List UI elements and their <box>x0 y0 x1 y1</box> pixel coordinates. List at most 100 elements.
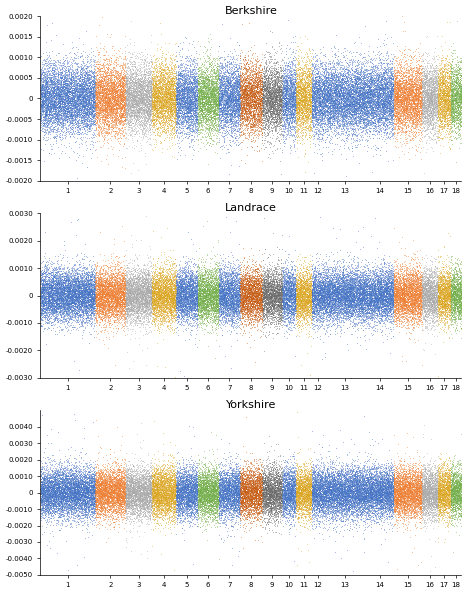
Point <box>331 266 338 275</box>
Point <box>99 97 107 106</box>
Point <box>189 94 197 104</box>
Point <box>285 473 293 483</box>
Title: Yorkshire: Yorkshire <box>226 400 276 410</box>
Point <box>129 277 136 287</box>
Point <box>316 492 324 501</box>
Point <box>59 282 67 292</box>
Point <box>63 93 70 103</box>
Point <box>122 494 129 503</box>
Point <box>246 495 253 504</box>
Point <box>221 475 229 485</box>
Point <box>141 301 148 310</box>
Point <box>444 79 451 89</box>
Point <box>392 275 399 285</box>
Point <box>297 264 304 274</box>
Point <box>42 91 50 101</box>
Point <box>199 76 207 86</box>
Point <box>227 86 234 95</box>
Point <box>39 482 47 491</box>
Point <box>266 283 274 293</box>
Point <box>430 297 438 307</box>
Point <box>211 482 218 492</box>
Point <box>162 108 169 117</box>
Point <box>64 116 71 126</box>
Point <box>101 292 108 301</box>
Point <box>354 489 362 498</box>
Point <box>73 124 81 134</box>
Point <box>239 101 247 110</box>
Point <box>420 89 427 98</box>
Point <box>415 282 423 291</box>
Point <box>396 483 403 492</box>
Point <box>239 266 247 276</box>
Point <box>243 97 251 106</box>
Point <box>97 298 105 308</box>
Point <box>360 109 368 119</box>
Point <box>214 317 221 327</box>
Point <box>347 128 355 138</box>
Point <box>207 500 214 510</box>
Point <box>194 279 202 288</box>
Point <box>170 293 178 302</box>
Point <box>348 493 355 503</box>
Point <box>293 284 300 293</box>
Point <box>171 474 179 484</box>
Point <box>353 65 361 75</box>
Point <box>321 484 328 493</box>
Point <box>170 485 177 494</box>
Point <box>80 98 87 108</box>
Point <box>424 301 432 310</box>
Point <box>142 478 150 487</box>
Point <box>137 282 145 291</box>
Point <box>39 494 46 504</box>
Point <box>420 262 428 271</box>
Point <box>446 482 453 491</box>
Point <box>68 96 75 106</box>
Point <box>417 271 424 281</box>
Point <box>115 467 123 476</box>
Point <box>119 273 127 283</box>
Point <box>446 84 454 93</box>
Point <box>121 295 129 305</box>
Point <box>158 310 165 320</box>
Point <box>88 82 96 91</box>
Point <box>333 493 341 503</box>
Point <box>302 290 309 300</box>
Point <box>127 88 135 97</box>
Point <box>175 304 182 314</box>
Point <box>225 498 233 508</box>
Point <box>129 485 137 494</box>
Point <box>98 285 105 295</box>
Point <box>358 473 366 483</box>
Point <box>193 293 201 303</box>
Point <box>286 77 294 86</box>
Point <box>358 482 366 491</box>
Point <box>125 499 133 508</box>
Point <box>357 113 364 123</box>
Point <box>340 105 348 115</box>
Point <box>207 103 215 112</box>
Point <box>40 477 47 486</box>
Point <box>139 80 146 89</box>
Point <box>278 77 286 86</box>
Point <box>71 285 78 294</box>
Point <box>122 291 129 301</box>
Point <box>352 113 359 123</box>
Point <box>357 472 364 481</box>
Point <box>344 282 351 292</box>
Point <box>206 500 213 509</box>
Point <box>287 283 295 293</box>
Point <box>293 290 301 299</box>
Point <box>258 296 265 305</box>
Point <box>344 508 351 517</box>
Point <box>333 494 341 504</box>
Point <box>396 321 403 331</box>
Point <box>453 274 461 283</box>
Point <box>361 504 369 514</box>
Point <box>238 318 246 327</box>
Point <box>370 299 377 308</box>
Point <box>245 90 252 99</box>
Point <box>318 105 326 114</box>
Point <box>356 96 364 106</box>
Point <box>314 85 322 94</box>
